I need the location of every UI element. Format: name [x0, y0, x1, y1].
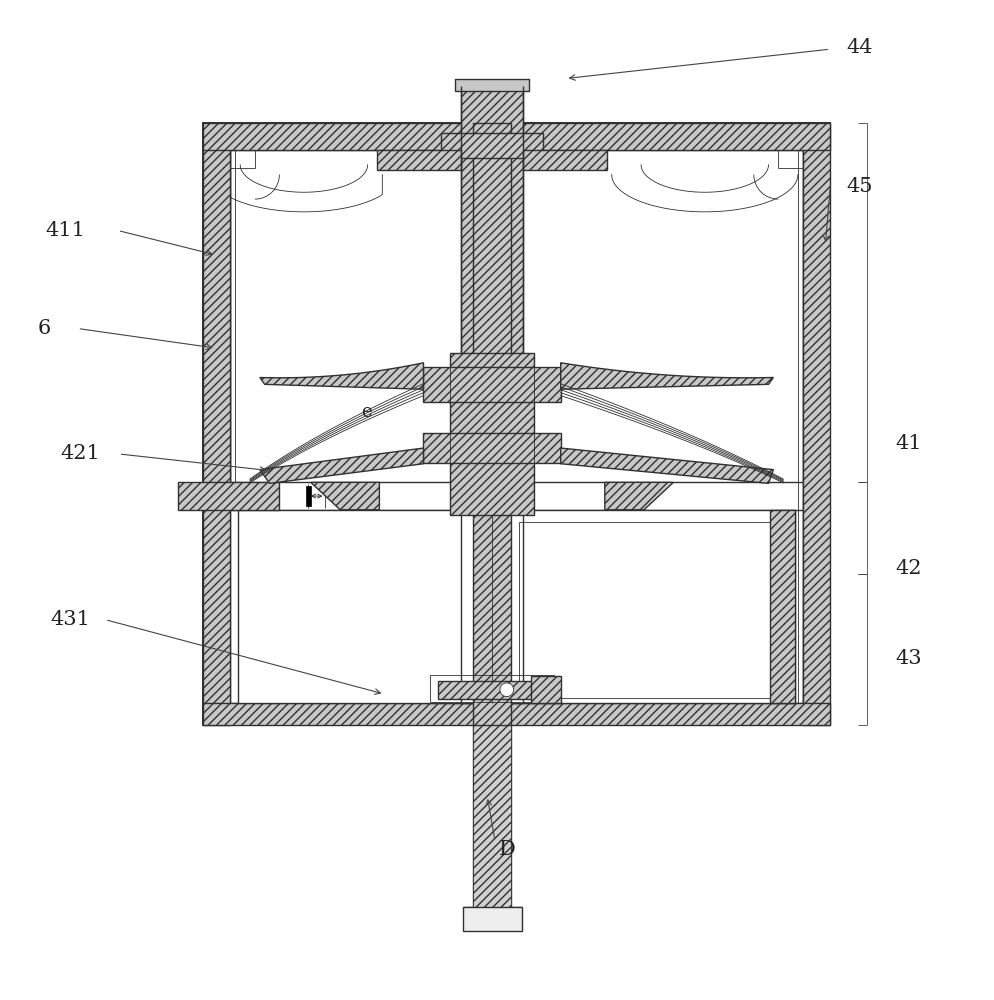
Bar [473, 725, 511, 907]
Text: 45: 45 [847, 177, 873, 196]
Bar [441, 133, 543, 158]
Bar [203, 123, 830, 725]
Bar [423, 367, 561, 402]
Bar [430, 675, 554, 702]
Bar [179, 482, 279, 510]
Bar [203, 123, 231, 725]
Bar [423, 433, 561, 463]
Text: 411: 411 [46, 221, 85, 240]
Bar [450, 353, 534, 515]
Text: D: D [498, 840, 515, 859]
Text: 6: 6 [38, 319, 51, 338]
Bar [461, 150, 524, 703]
Bar [507, 510, 795, 703]
Text: 421: 421 [61, 444, 100, 463]
Polygon shape [604, 482, 673, 510]
Bar [203, 703, 830, 725]
Bar [473, 123, 511, 725]
Circle shape [500, 683, 514, 697]
Polygon shape [561, 448, 773, 483]
Bar [455, 79, 530, 91]
Bar [306, 486, 311, 506]
Bar [461, 86, 524, 150]
Bar [770, 510, 795, 703]
Bar [378, 150, 461, 170]
Text: 43: 43 [896, 649, 922, 668]
Bar [462, 907, 522, 931]
Bar [803, 123, 830, 725]
Bar [203, 123, 830, 150]
Bar [438, 681, 546, 699]
Polygon shape [259, 363, 423, 389]
Polygon shape [259, 448, 423, 483]
Text: 41: 41 [896, 434, 922, 453]
Bar [524, 150, 606, 170]
Text: 42: 42 [896, 559, 921, 578]
Bar [239, 510, 477, 703]
Text: e: e [362, 403, 372, 421]
Text: 44: 44 [847, 38, 873, 57]
Bar [532, 676, 561, 703]
Polygon shape [561, 363, 773, 389]
Polygon shape [311, 482, 380, 510]
Bar [519, 522, 783, 698]
Text: 431: 431 [51, 610, 90, 629]
